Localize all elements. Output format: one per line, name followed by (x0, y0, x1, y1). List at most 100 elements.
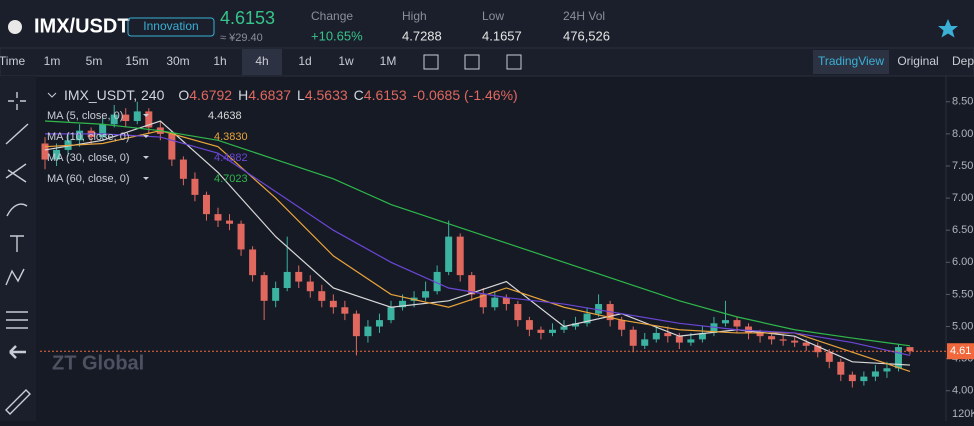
interval[interactable]: 4h (255, 54, 268, 68)
interval[interactable]: Time (0, 54, 25, 68)
logo (8, 20, 22, 34)
badge: Innovation (143, 19, 198, 33)
candle-body (479, 294, 487, 308)
candle-body (364, 326, 372, 337)
candle-body (283, 271, 291, 288)
y-tick-label: 4.00 (952, 385, 973, 397)
candle-body (352, 313, 360, 337)
candle-body (468, 275, 476, 295)
candle-body (202, 194, 210, 215)
candle-body (214, 214, 222, 221)
volume-axis-label: 120K (952, 408, 974, 420)
symbol: IMX/USDT (34, 15, 130, 37)
candle-body (76, 130, 84, 141)
candle-body (399, 300, 407, 308)
ma-dropdown (143, 156, 149, 159)
collapse-arrow[interactable] (47, 92, 57, 98)
candle-body (664, 332, 672, 337)
ma-line (44, 120, 911, 347)
candle-body (710, 323, 718, 333)
candle-body (329, 300, 337, 308)
candle-body (572, 323, 580, 327)
candle-body (53, 149, 61, 160)
candle-body (318, 291, 326, 301)
candle-body (560, 326, 568, 330)
tool-icon[interactable] (464, 54, 480, 70)
candle-body (306, 281, 314, 292)
candle-body (433, 271, 441, 292)
interval[interactable]: 15m (125, 54, 148, 68)
candle-body (583, 313, 591, 324)
candle-body (502, 297, 510, 305)
candle-body (860, 376, 868, 382)
candle-body (525, 320, 533, 330)
interval[interactable]: 1w (338, 54, 354, 68)
ma-name[interactable]: MA (10, close, 0) (47, 131, 130, 143)
interval[interactable]: 1h (213, 54, 226, 68)
candle-body (768, 336, 776, 340)
interval[interactable]: 1d (298, 54, 311, 68)
ohlc-legend: IMX_USDT, 240 O4.6792 H4.6837 L4.5633 C4.615… (64, 87, 518, 103)
ma-name[interactable]: MA (5, close, 0) (47, 110, 123, 122)
candle-body (375, 320, 383, 327)
drawing-tools[interactable] (5, 92, 31, 415)
candle-body (837, 361, 845, 375)
candle-body (894, 347, 902, 369)
candle-body (652, 332, 660, 340)
tool-icon[interactable] (423, 54, 439, 70)
ma-value: 4.4638 (208, 110, 242, 122)
header-bar (0, 0, 974, 48)
candle-body (237, 223, 245, 250)
candle-body (99, 124, 107, 138)
candle-body (779, 339, 787, 341)
toolbar (0, 47, 974, 77)
legend-close-label: C (354, 87, 364, 103)
candle-body (802, 342, 810, 346)
y-tick-label: 6.00 (952, 256, 973, 268)
candle-body (179, 159, 187, 179)
legend-low-label: L (297, 87, 305, 103)
view-tab[interactable]: Dep (952, 54, 974, 68)
candle-body (629, 329, 637, 346)
interval[interactable]: 1m (44, 54, 61, 68)
stat-label: Change (311, 9, 353, 23)
candle-body (641, 339, 649, 346)
candle-body (145, 111, 153, 128)
candle-body (848, 374, 856, 382)
legend-symbol: IMX_USDT, 240 (64, 87, 165, 103)
candle-body (548, 329, 556, 333)
interval[interactable]: 5m (86, 54, 103, 68)
candle-body (871, 371, 879, 377)
tool-icon[interactable] (506, 54, 522, 70)
candle-body (675, 336, 683, 343)
candle-body (595, 304, 603, 314)
candle-body (698, 332, 706, 340)
y-tick-label: 7.00 (952, 192, 973, 204)
candle-body (687, 339, 695, 343)
candle-body (733, 320, 741, 327)
candle-body (721, 320, 729, 324)
candle-body (456, 236, 464, 276)
ma-name[interactable]: MA (30, close, 0) (47, 152, 130, 164)
stat-value: 4.7288 (402, 28, 442, 43)
y-tick-label: 6.50 (952, 224, 973, 236)
stat-label: High (402, 9, 427, 23)
legend-change: -0.0685 (-1.46%) (413, 87, 518, 103)
y-tick-label: 5.50 (952, 288, 973, 300)
stat-value: 476,526 (563, 28, 610, 43)
interval[interactable]: 30m (166, 54, 189, 68)
ma-line (45, 133, 911, 357)
interval[interactable]: 1M (380, 54, 397, 68)
candle-body (341, 307, 349, 314)
view-tab[interactable]: Original (897, 54, 938, 68)
stat-label: Low (482, 9, 504, 23)
price-cny: ≈ ¥29.40 (220, 32, 263, 44)
y-tick-label: 5.00 (952, 320, 973, 332)
left-toolbar (0, 76, 36, 421)
ma-dropdown (143, 177, 149, 180)
favorite[interactable] (938, 19, 958, 38)
ma-name[interactable]: MA (60, close, 0) (47, 173, 130, 185)
view-tab[interactable]: TradingView (818, 54, 884, 68)
